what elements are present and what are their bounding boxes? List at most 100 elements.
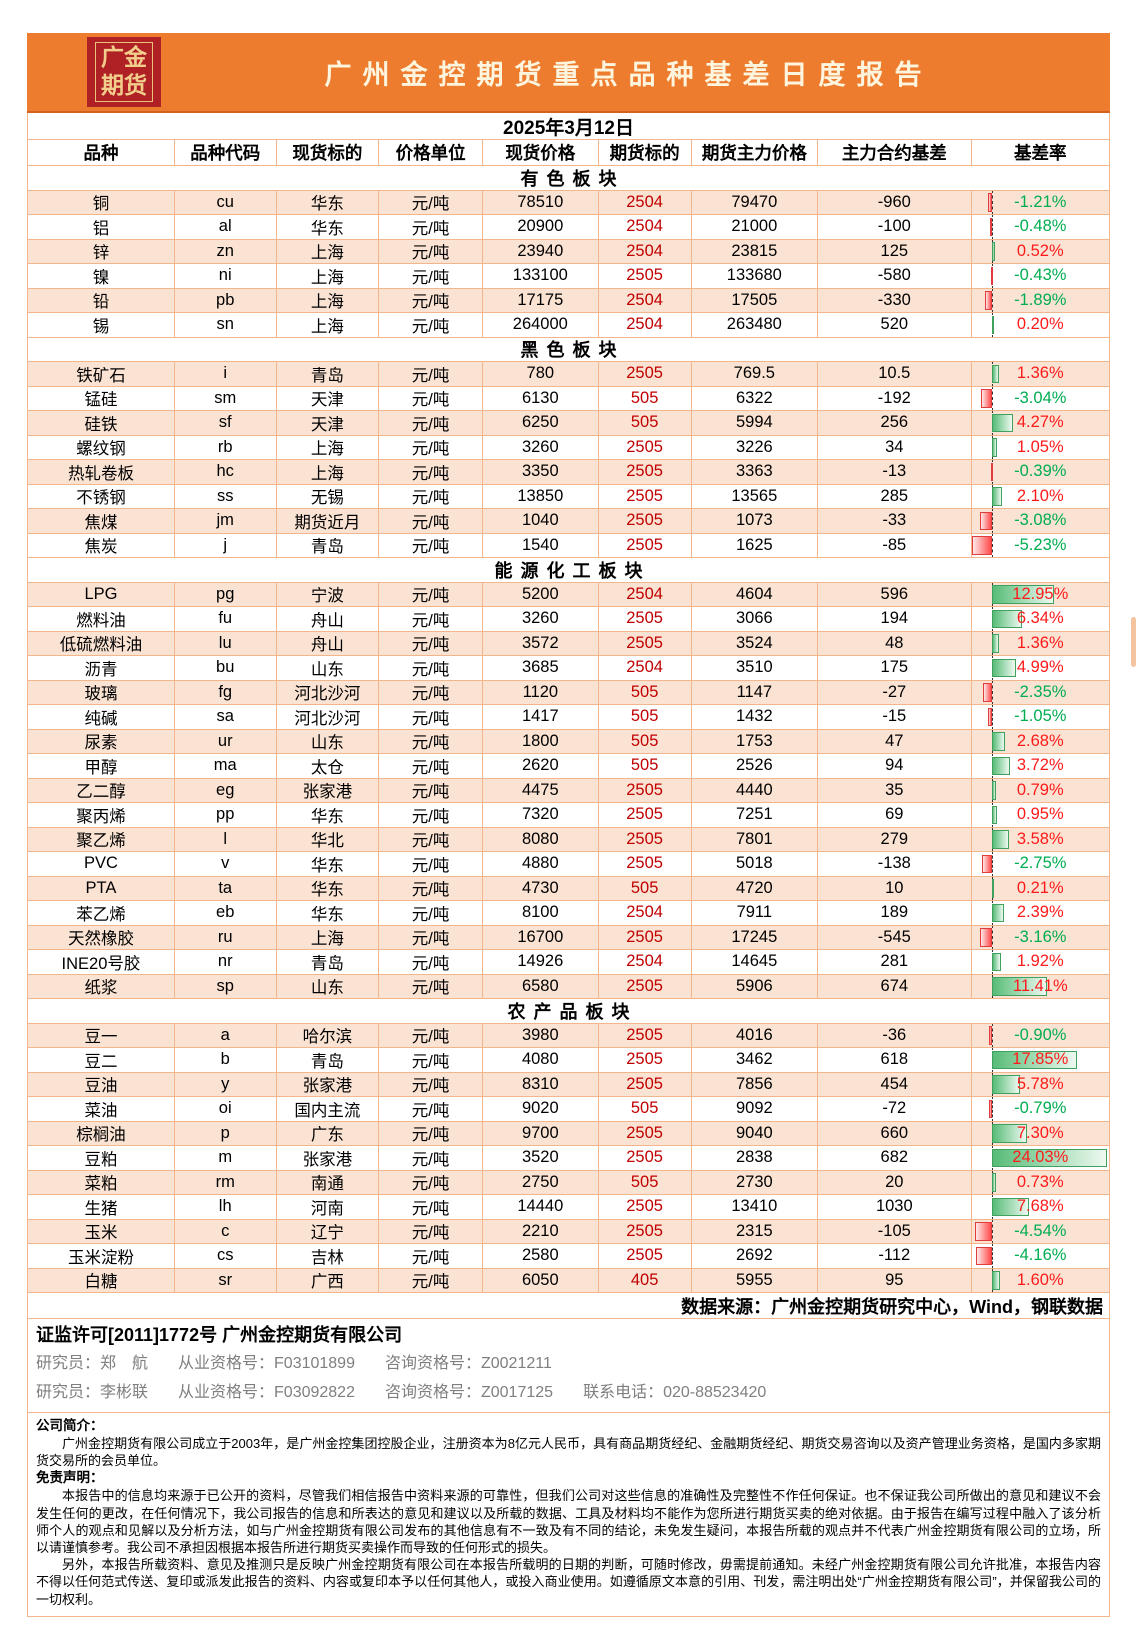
basis-rate-bar-negative — [988, 707, 993, 726]
variety-code: ru — [173, 925, 276, 949]
main-contract-basis: 47 — [817, 729, 971, 753]
price-unit: 元/吨 — [378, 1170, 482, 1194]
variety-name: 铁矿石 — [76, 366, 126, 385]
basis-rate-cell: -0.43% — [970, 264, 1109, 288]
variety-code: b — [173, 1048, 276, 1072]
main-contract-basis: 94 — [817, 754, 971, 778]
variety-code: eg — [173, 778, 276, 802]
futures-main-price: 1147 — [690, 680, 817, 704]
price-unit: 元/吨 — [378, 582, 482, 606]
price-unit: 元/吨 — [378, 607, 482, 631]
basis-rate-bar-negative — [972, 536, 993, 555]
basis-rate-axis-line — [992, 264, 994, 288]
basis-rate-cell: 2.10% — [970, 484, 1109, 508]
variety-name: 铝 — [92, 219, 110, 238]
table-row: 低硫燃料油 lu 舟山 元/吨 3572 2505 3524 48 1.36% — [28, 631, 1109, 656]
futures-contract: 505 — [597, 680, 691, 704]
futures-contract: 2505 — [597, 1072, 691, 1096]
basis-rate-cell: -4.54% — [970, 1219, 1109, 1243]
futures-main-price: 7856 — [690, 1072, 817, 1096]
basis-rate-value: -0.48% — [1014, 217, 1067, 236]
spot-price: 2750 — [481, 1170, 598, 1194]
basis-rate-value: 0.21% — [1016, 878, 1064, 897]
main-contract-basis: 10.5 — [817, 362, 971, 386]
main-contract-basis: 454 — [817, 1072, 971, 1096]
futures-contract: 2505 — [597, 778, 691, 802]
price-unit: 元/吨 — [378, 631, 482, 655]
section-title: 有色板块 — [520, 168, 625, 189]
table-row: 天然橡胶 ru 上海 元/吨 16700 2505 17245 -545 -3.16% — [28, 925, 1109, 950]
price-unit: 元/吨 — [378, 656, 482, 680]
price-unit: 元/吨 — [378, 925, 482, 949]
futures-main-price: 7801 — [690, 827, 817, 851]
variety-code: sa — [173, 705, 276, 729]
basis-rate-cell: 0.20% — [970, 313, 1109, 337]
table-row: 豆油 y 张家港 元/吨 8310 2505 7856 454 5.78% — [28, 1072, 1109, 1097]
spot-price: 3520 — [481, 1146, 598, 1170]
basis-rate-bar-positive — [992, 879, 995, 898]
table-row: 菜粕 rm 南通 元/吨 2750 505 2730 20 0.73% — [28, 1170, 1109, 1195]
price-unit: 元/吨 — [378, 1072, 482, 1096]
price-unit: 元/吨 — [378, 362, 482, 386]
variety-code: sn — [173, 313, 276, 337]
column-header-futures-main-price: 期货主力价格 — [690, 140, 817, 165]
basis-rate-bar-negative — [983, 683, 993, 702]
price-unit: 元/吨 — [378, 778, 482, 802]
variety-name: 棕榈油 — [76, 1126, 126, 1145]
variety-code: pp — [173, 803, 276, 827]
table-row: 锰硅 sm 天津 元/吨 6130 505 6322 -192 -3.04% — [28, 386, 1109, 411]
basis-rate-cell: -0.90% — [970, 1023, 1109, 1047]
price-unit: 元/吨 — [378, 1097, 482, 1121]
table-row: 焦煤 jm 期货近月 元/吨 1040 2505 1073 -33 -3.08% — [28, 509, 1109, 534]
variety-name: 菜油 — [84, 1101, 118, 1120]
basis-rate-value: 7.68% — [1016, 1197, 1064, 1216]
futures-contract: 2504 — [597, 239, 691, 263]
spot-price: 4080 — [481, 1048, 598, 1072]
basis-rate-value: -2.35% — [1014, 682, 1067, 701]
contact-phone: 联系电话：020-88523420 — [583, 1384, 767, 1401]
futures-contract: 2505 — [597, 1023, 691, 1047]
basis-rate-bar-positive — [992, 1050, 1078, 1069]
scrollbar-thumb[interactable] — [1131, 617, 1136, 667]
spot-target: 上海 — [275, 435, 379, 459]
variety-code: pg — [173, 582, 276, 606]
spot-target: 华东 — [275, 190, 379, 214]
main-contract-basis: 20 — [817, 1170, 971, 1194]
spot-price: 14926 — [481, 950, 598, 974]
variety-name: 锡 — [92, 317, 110, 336]
spot-price: 2210 — [481, 1219, 598, 1243]
variety-code: rb — [173, 435, 276, 459]
spot-price: 1417 — [481, 705, 598, 729]
spot-target: 吉林 — [275, 1244, 379, 1268]
price-unit: 元/吨 — [378, 950, 482, 974]
main-contract-basis: 279 — [817, 827, 971, 851]
report-body: 2025年3月12日 品种 品种代码 现货标的 价格单位 现货价格 期货标的 期货主力价格主… — [27, 113, 1110, 1617]
futures-contract: 505 — [597, 729, 691, 753]
table-row: INE20号胶 nr 青岛 元/吨 14926 2504 14645 281 1.92% — [28, 950, 1109, 975]
price-unit: 元/吨 — [378, 1146, 482, 1170]
basis-rate-value: 12.95% — [1012, 584, 1069, 603]
variety-code: fu — [173, 607, 276, 631]
spot-target: 上海 — [275, 460, 379, 484]
futures-main-price: 4604 — [690, 582, 817, 606]
main-contract-basis: 48 — [817, 631, 971, 655]
spot-price: 2620 — [481, 754, 598, 778]
variety-name: 硅铁 — [84, 415, 118, 434]
variety-name: 豆一 — [84, 1028, 118, 1047]
table-row: 聚乙烯 l 华北 元/吨 8080 2505 7801 279 3.58% — [28, 827, 1109, 852]
variety-code: ur — [173, 729, 276, 753]
spot-price: 5200 — [481, 582, 598, 606]
basis-rate-cell: -0.39% — [970, 460, 1109, 484]
variety-code: sp — [173, 974, 276, 998]
futures-main-price: 21000 — [690, 215, 817, 239]
futures-main-price: 2526 — [690, 754, 817, 778]
basis-rate-value: 3.58% — [1016, 829, 1064, 848]
futures-main-price: 4440 — [690, 778, 817, 802]
table-row: 乙二醇 eg 张家港 元/吨 4475 2505 4440 35 0.79% — [28, 778, 1109, 803]
basis-rate-bar-negative — [980, 389, 993, 408]
spot-price: 8310 — [481, 1072, 598, 1096]
spot-price: 1800 — [481, 729, 598, 753]
price-unit: 元/吨 — [378, 901, 482, 925]
futures-contract: 2504 — [597, 582, 691, 606]
